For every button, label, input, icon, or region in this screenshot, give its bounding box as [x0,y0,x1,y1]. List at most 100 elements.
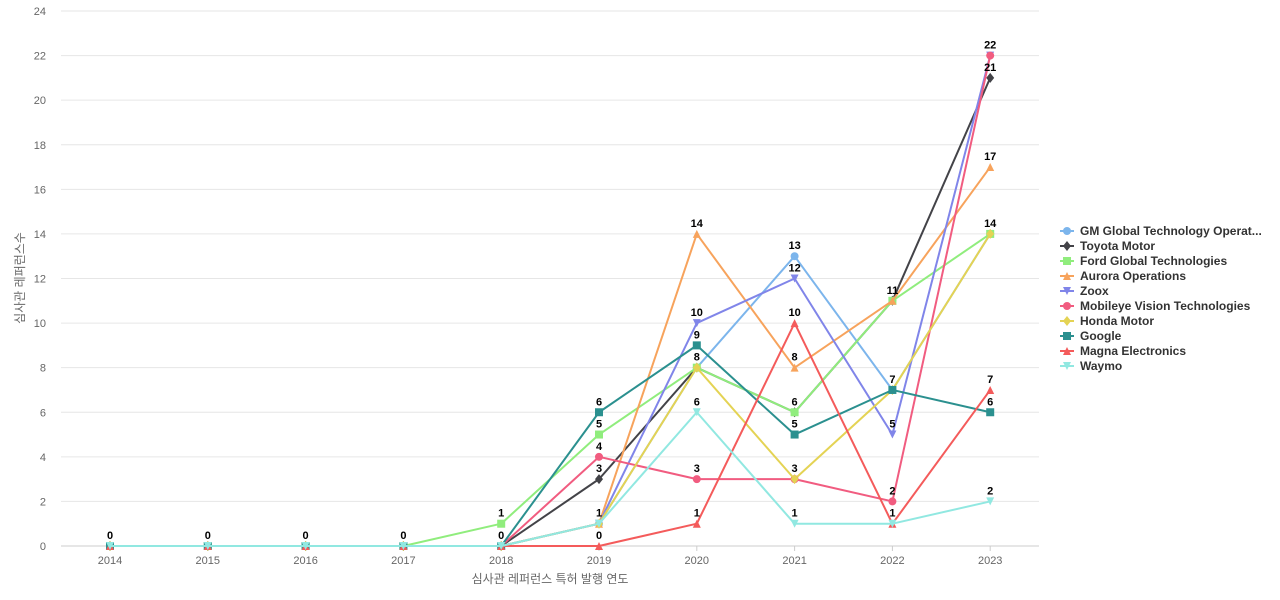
data-point[interactable] [595,519,603,528]
data-point[interactable] [986,497,995,506]
legend-marker[interactable] [1063,287,1071,295]
data-point[interactable] [595,474,603,485]
data-point[interactable] [692,319,701,328]
data-point[interactable] [790,519,799,528]
data-point[interactable] [790,363,799,372]
legend-item[interactable]: Ford Global Technologies [1060,254,1227,268]
legend-item[interactable]: Waymo [1060,359,1122,373]
series-group [106,51,995,551]
data-label: 6 [792,396,798,408]
data-point[interactable] [986,228,995,239]
legend-marker[interactable] [1063,302,1071,310]
legend-item[interactable]: Google [1060,329,1122,343]
data-label: 8 [694,352,700,364]
data-point[interactable] [595,430,603,439]
data-label: 13 [788,240,800,252]
data-point[interactable] [595,452,603,461]
legend-label: Zoox [1080,284,1109,298]
legend-marker[interactable] [1063,316,1071,326]
data-point[interactable] [986,408,995,417]
series-line[interactable] [110,233,992,547]
data-point[interactable] [399,542,408,550]
data-point[interactable] [790,430,799,439]
data-point[interactable] [986,51,995,60]
y-tick-label: 4 [40,452,46,464]
legend-label: Waymo [1080,359,1122,373]
legend-marker[interactable] [1063,272,1071,280]
data-label: 1 [792,508,798,520]
data-point[interactable] [888,430,897,439]
data-point[interactable] [986,72,995,83]
legend-item[interactable]: Toyota Motor [1060,239,1155,253]
data-label: 3 [596,463,602,475]
legend-marker[interactable] [1063,241,1071,251]
data-point[interactable] [692,519,701,528]
legend-marker[interactable] [1063,332,1071,340]
data-label: 5 [596,419,602,431]
legend-item[interactable]: Honda Motor [1060,314,1154,328]
data-point[interactable] [888,296,897,305]
data-label: 21 [984,62,996,74]
data-point[interactable] [790,274,799,283]
y-tick-label: 24 [34,6,46,18]
legend-item[interactable]: GM Global Technology Operat... [1060,224,1262,238]
series-mobileye-vision-technologies [106,51,995,550]
legend-label: Toyota Motor [1080,239,1155,253]
x-axis-title: 심사관 레퍼런스 특허 발행 연도 [472,571,629,586]
data-point[interactable] [595,408,603,417]
data-label: 0 [498,530,504,542]
y-tick-label: 22 [34,51,46,63]
series-line[interactable] [110,55,992,547]
x-tick-label: 2020 [685,555,709,567]
data-point[interactable] [986,385,995,394]
legend-item[interactable]: Aurora Operations [1060,269,1186,283]
data-point[interactable] [692,229,701,238]
data-point[interactable] [497,519,506,528]
data-label: 0 [303,530,309,542]
series-zoox [106,51,995,550]
data-point[interactable] [790,474,799,485]
data-point[interactable] [692,362,701,373]
data-label: 1 [596,508,602,520]
series-line[interactable] [110,166,992,547]
data-label: 10 [788,307,800,319]
series-line[interactable] [110,55,992,547]
legend-marker[interactable] [1063,227,1071,235]
data-point[interactable] [888,497,897,506]
data-label: 1 [889,508,895,520]
data-point[interactable] [692,475,701,484]
data-point[interactable] [203,542,212,550]
legend-item[interactable]: Magna Electronics [1060,344,1186,358]
legend-marker[interactable] [1063,257,1071,265]
data-point[interactable] [497,542,506,550]
data-label: 1 [498,508,504,520]
data-point[interactable] [888,519,897,528]
data-point[interactable] [692,408,701,417]
data-point[interactable] [888,385,897,394]
legend-item[interactable]: Zoox [1060,284,1109,298]
data-point[interactable] [790,252,799,261]
series-line[interactable] [110,233,992,547]
legend-marker[interactable] [1063,362,1071,370]
data-point[interactable] [106,542,114,550]
legend-item[interactable]: Mobileye Vision Technologies [1060,299,1251,313]
legend: GM Global Technology Operat...Toyota Mot… [1060,224,1262,373]
data-label: 12 [788,263,800,275]
data-point[interactable] [790,319,799,328]
data-label: 14 [984,218,997,230]
series-line[interactable] [110,411,991,547]
series-line[interactable] [110,77,992,547]
legend-label: Aurora Operations [1080,269,1186,283]
data-point[interactable] [986,163,995,172]
data-point[interactable] [692,341,701,350]
data-label: 6 [596,396,602,408]
legend-marker[interactable] [1063,347,1071,355]
series-line[interactable] [110,233,991,547]
data-point[interactable] [595,542,603,550]
y-tick-label: 2 [40,496,46,508]
data-label: 3 [792,463,798,475]
data-point[interactable] [301,542,310,550]
data-point[interactable] [790,408,799,417]
series-line[interactable] [110,344,991,547]
